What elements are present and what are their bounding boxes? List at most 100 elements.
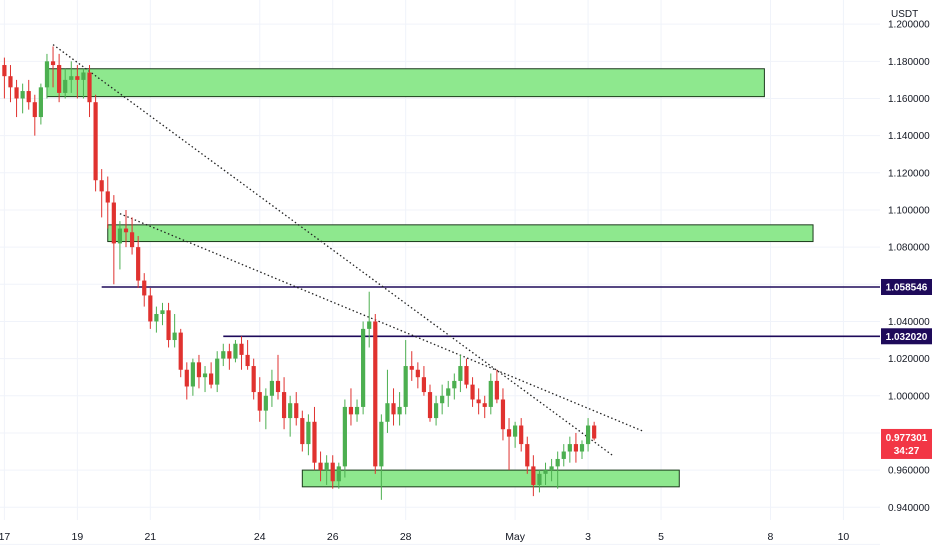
candle-body-down [136,247,141,281]
candle-body-up [361,328,366,407]
candle-body-up [20,91,25,99]
trendlines[interactable] [52,44,644,456]
candle-body-up [367,321,372,329]
current-price-badge [881,428,932,459]
candle-body-down [196,362,202,378]
candle-body-down [482,403,487,407]
candle-body-up [567,444,572,452]
candle-body-up [549,466,554,471]
candle-body-up [433,403,439,419]
candle-body-up [537,473,542,485]
candle-body-down [300,418,305,445]
candle-body-down [111,202,116,244]
level-badge-label: 1.058546 [886,282,928,293]
zone-rect[interactable] [46,68,765,98]
currency-label: USDT [891,9,918,20]
candle-body-down [427,392,433,419]
candle-body-up [555,458,560,467]
x-tick-label: 24 [254,531,266,543]
y-axis: USDT 1.200000 1.180000 1.160000 1.140000 1.1… [888,9,930,514]
x-tick-label: 21 [144,531,156,543]
candle-body-up [458,366,463,381]
zone-rect[interactable] [107,224,814,243]
candle-body-down [75,76,80,80]
candle-body-up [221,351,226,359]
candle-body-up [263,395,268,411]
candle-body-up [81,72,86,80]
candle-body-down [105,191,110,203]
y-tick-label: 1.080000 [888,243,930,254]
candle-body-down [330,462,335,482]
candle-body-up [160,310,165,315]
candle-body-down [93,102,98,181]
candle-body-down [519,425,524,445]
x-tick-label: 17 [0,531,10,543]
candle-body-up [440,395,445,404]
candle-body-up [354,406,360,415]
candle-body-down [99,180,104,192]
candle-body-down [500,399,506,430]
level-badge [881,278,932,295]
candle-body-down [506,429,512,437]
candle-body-down [391,403,396,415]
candle-body-up [215,358,220,385]
candle-body-up [336,466,341,482]
horizontal-levels[interactable] [101,286,880,338]
x-tick-label: 8 [768,531,774,543]
x-tick-label: 19 [72,531,84,543]
candle-body-down [251,366,256,393]
y-tick-label: 1.040000 [888,317,930,328]
candle-body-up [385,403,390,422]
candle-body-down [494,380,499,400]
y-tick-label: 1.120000 [888,168,930,179]
current-price-label: 0.977301 [886,433,928,444]
candle-body-up [452,380,457,389]
candle-body-up [579,444,585,452]
y-tick-label: 1.160000 [888,94,930,105]
candle-body-down [312,421,317,463]
zone-rect[interactable] [301,469,680,488]
candle-body-down [14,87,19,99]
candle-body-up [288,403,293,419]
candle-body-down [592,425,597,439]
candle-body-up [446,388,451,396]
candle-body-up [488,380,493,407]
candle-body-down [294,403,299,419]
y-tick-label: 0.960000 [888,466,930,477]
candle-body-down [50,61,56,66]
candle-body-down [531,466,536,485]
candle-body-up [202,373,208,378]
candle-body-up [561,451,566,459]
candle-body-down [8,76,13,88]
y-tick-label: 1.100000 [888,205,930,216]
candle-body-down [2,65,7,77]
candle-body-down [415,369,420,378]
demand-supply-zones[interactable] [46,68,814,488]
level-badge-label: 1.032020 [886,332,928,343]
candle-body-up [154,314,159,322]
y-tick-label: 1.200000 [888,20,930,31]
candle-body-up [306,421,311,445]
candle-body-down [348,406,354,415]
candle-body-down [142,280,147,296]
x-axis: 17 19 21 24 26 28 May 3 5 8 10 [0,531,849,543]
candle-body-up [44,61,50,88]
candle-body-up [63,79,68,93]
x-tick-label: 3 [585,531,591,543]
candle-body-up [233,343,238,359]
y-tick-label: 1.000000 [888,391,930,402]
x-tick-label: May [505,531,526,543]
candle-body-down [245,354,250,367]
candle-body-down [148,295,153,322]
candle-body-up [543,470,548,474]
candle-body-down [26,91,31,103]
candle-body-down [239,343,244,355]
x-tick-label: 26 [327,531,339,543]
candle-body-down [257,392,262,411]
candle-body-up [69,76,74,80]
y-tick-label: 1.180000 [888,57,930,68]
trendline[interactable] [119,213,644,432]
y-tick-label: 0.940000 [888,503,930,514]
